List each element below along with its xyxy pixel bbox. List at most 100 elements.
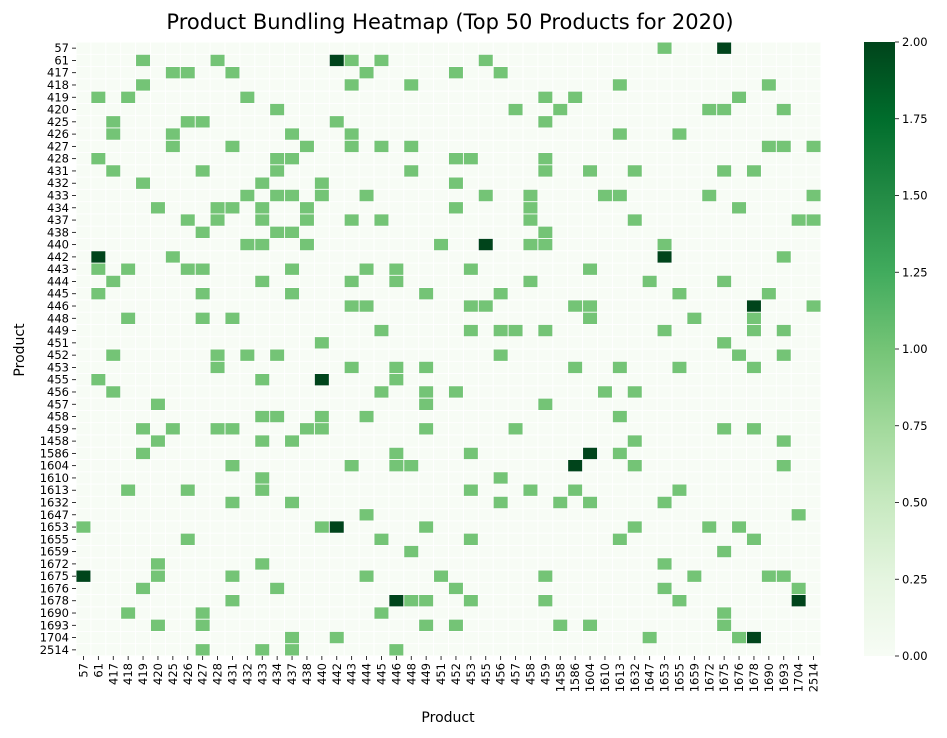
heatmap-cell-451-1675 <box>716 336 732 349</box>
heatmap-cell-1675-1659 <box>686 570 702 583</box>
y-tick-label-1690: 1690 <box>40 606 69 620</box>
heatmap-cell-1678-1704 <box>791 594 807 607</box>
x-tick-label-1655: 1655 <box>672 663 686 692</box>
x-tick-label-417: 417 <box>106 663 120 685</box>
x-tick-label-432: 432 <box>240 663 254 685</box>
heatmap-cell-1586-446 <box>388 447 404 460</box>
y-tick-label-1704: 1704 <box>40 631 69 645</box>
heatmap-cell-434-433 <box>254 201 270 214</box>
heatmap-cell-1678-448 <box>403 594 419 607</box>
heatmap-cell-459-1678 <box>746 422 762 435</box>
heatmap-gridlines <box>75 41 822 657</box>
x-tick-label-434: 434 <box>270 663 284 685</box>
heatmap-cell-1632-1653 <box>657 496 672 509</box>
heatmap-cell-420-434 <box>269 103 285 116</box>
heatmap-cell-1655-453 <box>463 533 479 546</box>
heatmap-cell-1647-444 <box>359 508 374 521</box>
heatmap-cell-1613-458 <box>523 484 538 497</box>
heatmap-cell-431-434 <box>269 164 285 178</box>
heatmap-cell-1704-1678 <box>746 631 762 644</box>
heatmap-cell-456-449 <box>418 385 434 399</box>
x-axis-ticks: 57 61 417 418 419 420 425 426 427 428 431 432 433 434… <box>76 656 821 692</box>
y-tick-label-425: 425 <box>47 115 69 129</box>
heatmap-cell-459-438 <box>299 422 315 435</box>
y-tick-label-457: 457 <box>47 397 69 411</box>
heatmap-cell-456-417 <box>105 385 121 399</box>
heatmap-cell-1613-418 <box>120 484 136 497</box>
heatmap-cell-1613-433 <box>254 484 270 497</box>
heatmap-cell-449-1653 <box>657 324 672 337</box>
x-tick-label-446: 446 <box>389 663 403 685</box>
heatmap-cell-440-1653 <box>657 238 672 251</box>
heatmap-cell-1604-1693 <box>776 459 792 472</box>
colorbar-tick-label: 0.25 <box>902 572 928 586</box>
heatmap-cell-1704-437 <box>284 631 300 644</box>
heatmap-cell-1672-1653 <box>657 557 672 571</box>
heatmap-cell-440-432 <box>239 238 255 251</box>
heatmap-cell-417-426 <box>180 66 196 79</box>
heatmap-cell-427-438 <box>299 140 315 153</box>
heatmap-cell-440-438 <box>299 238 315 251</box>
heatmap-cell-420-457 <box>508 103 523 116</box>
heatmap-cell-449-459 <box>537 324 553 337</box>
heatmap-cell-425-426 <box>180 115 196 128</box>
heatmap-cell-431-1678 <box>746 164 762 178</box>
x-tick-label-426: 426 <box>181 663 195 685</box>
heatmap-cell-432-419 <box>135 177 151 190</box>
heatmap-cell-459-428 <box>210 422 225 435</box>
heatmap-cell-427-2514 <box>806 140 821 153</box>
heatmap-cell-437-1632 <box>627 213 643 227</box>
heatmap-cell-420-1693 <box>776 103 792 116</box>
heatmap-cell-1678-431 <box>225 594 240 607</box>
heatmap-cell-1690-418 <box>120 606 136 620</box>
heatmap-cell-425-459 <box>537 115 553 128</box>
x-tick-label-445: 445 <box>374 663 388 685</box>
heatmap-cell-1693-420 <box>150 619 166 632</box>
heatmap-cell-446-1678 <box>746 299 762 313</box>
heatmap-cell-418-1613 <box>612 78 628 92</box>
heatmap-cell-449-457 <box>508 324 523 337</box>
x-tick-label-1704: 1704 <box>792 663 806 692</box>
heatmap-cell-442-61 <box>90 250 106 264</box>
heatmap-cell-443-1604 <box>582 263 598 276</box>
heatmap-cell-433-440 <box>314 189 330 202</box>
heatmap-cell-1458-420 <box>150 434 166 448</box>
heatmap-cell-434-452 <box>448 201 464 214</box>
heatmap-cell-419-1586 <box>567 91 583 104</box>
heatmap-cell-425-442 <box>329 115 345 128</box>
heatmap-cell-452-428 <box>210 349 225 362</box>
heatmap-cell-438-427 <box>195 226 211 239</box>
heatmap-cell-459-449 <box>418 422 434 435</box>
heatmap-cell-433-434 <box>269 189 285 202</box>
heatmap-cell-1678-459 <box>537 594 553 607</box>
heatmap-cell-452-434 <box>269 349 285 362</box>
x-tick-label-458: 458 <box>523 663 537 685</box>
heatmap-cell-1613-1655 <box>672 484 687 497</box>
heatmap-cell-2514-446 <box>388 643 404 656</box>
heatmap-cell-1676-434 <box>269 582 285 595</box>
heatmap-cell-432-440 <box>314 177 330 190</box>
heatmap-cell-433-455 <box>478 189 494 202</box>
heatmap-cell-1610-433 <box>254 471 270 485</box>
heatmap-cell-445-1690 <box>761 287 777 300</box>
x-axis-label: Product <box>421 710 475 726</box>
heatmap-cell-434-431 <box>225 201 240 214</box>
heatmap-cell-419-418 <box>120 91 136 104</box>
x-tick-label-457: 457 <box>509 663 523 685</box>
y-tick-label-444: 444 <box>47 274 69 288</box>
heatmap-cell-443-446 <box>388 263 404 276</box>
y-tick-label-438: 438 <box>47 225 69 239</box>
y-tick-label-57: 57 <box>54 41 69 55</box>
heatmap-cell-1655-1613 <box>612 533 628 546</box>
heatmap-cell-456-445 <box>374 385 389 399</box>
x-tick-label-1613: 1613 <box>613 663 627 692</box>
y-tick-label-448: 448 <box>47 311 69 325</box>
y-tick-label-1676: 1676 <box>40 581 69 595</box>
x-tick-label-1676: 1676 <box>732 663 746 692</box>
x-tick-label-419: 419 <box>136 663 150 685</box>
heatmap-cell-433-1610 <box>597 189 613 202</box>
heatmap-cell-1647-1704 <box>791 508 807 521</box>
heatmap-cell-1655-445 <box>374 533 389 546</box>
heatmap-cell-440-455 <box>478 238 494 251</box>
